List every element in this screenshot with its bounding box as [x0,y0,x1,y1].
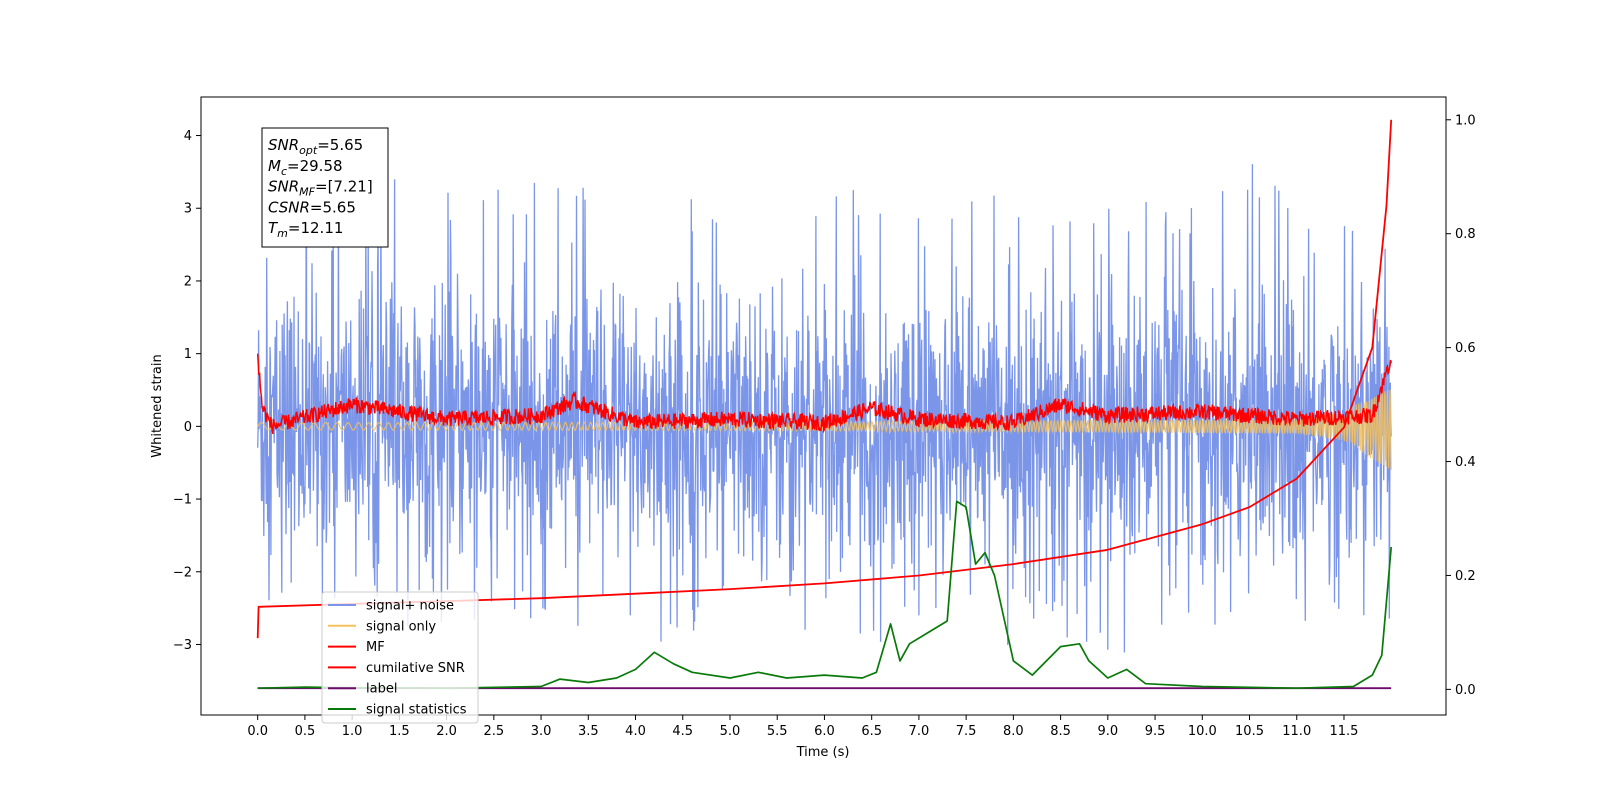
y-right-tick-label: 0.2 [1455,569,1476,584]
y-right-tick-label: 0.4 [1455,455,1476,470]
legend-entry: cumilative SNR [366,661,465,676]
x-tick-label: 3.5 [578,724,599,739]
y-right-tick-label: 0.6 [1455,341,1476,356]
y-left-tick-label: 0 [184,420,192,435]
x-tick-label: 11.5 [1330,724,1359,739]
y-right-tick-label: 0.8 [1455,227,1476,242]
x-tick-label: 9.5 [1145,724,1166,739]
annotation-line: SNRopt=5.65 [268,136,363,157]
x-tick-label: 9.0 [1097,724,1118,739]
y-axis-title: Whitened strain [150,354,165,457]
legend-frame [321,591,479,724]
x-tick-label: 0.5 [295,724,316,739]
y-axis-right: 1.0 0.8 0.6 0.4 0.2 0.0 [1446,113,1476,698]
x-tick-label: 4.0 [625,724,646,739]
stats-annotation: SNRopt=5.65Mc=29.58SNRMF=[7.21]CSNR=5.65… [261,127,389,248]
annotation-line: Mc=29.58 [268,157,343,178]
x-tick-label: 6.0 [814,724,835,739]
x-tick-label: 7.0 [909,724,930,739]
y-axis-left: 4 3 2 1 0 −1 −2 −3 [173,129,201,653]
legend: signal+ noise signal only MF cumilative SNR… [321,591,479,724]
y-left-tick-label: −2 [173,565,192,580]
x-tick-label: 8.0 [1003,724,1024,739]
legend-entry: signal+ noise [366,599,454,614]
x-tick-label: 2.5 [483,724,504,739]
x-tick-label: 8.5 [1050,724,1071,739]
annotation-line: SNRMF=[7.21] [268,178,373,199]
y-left-tick-label: 4 [184,129,192,144]
x-tick-label: 6.5 [861,724,882,739]
y-left-tick-label: 1 [184,347,192,362]
x-axis-title: Time (s) [796,745,850,760]
x-tick-label: 7.5 [956,724,977,739]
legend-entry: signal only [366,619,436,634]
legend-entry: MF [366,640,385,655]
x-tick-label: 4.5 [672,724,693,739]
series-mf [256,353,1392,435]
legend-entry: label [366,682,397,697]
y-left-tick-label: 3 [184,202,192,217]
x-tick-label: 11.0 [1282,724,1311,739]
x-tick-label: 3.0 [531,724,552,739]
x-tick-label: 5.5 [767,724,788,739]
legend-entry: signal statistics [366,703,467,718]
annotation-line: CSNR=5.65 [268,198,356,216]
x-tick-label: 10.0 [1188,724,1217,739]
series-signal-statistics [257,500,1393,690]
x-tick-label: 2.0 [436,724,457,739]
annotation-line: Tm=12.11 [268,219,343,240]
y-right-tick-label: 1.0 [1455,113,1476,128]
plot-frame [200,96,1447,716]
y-right-tick-label: 0.0 [1455,683,1476,698]
y-left-tick-label: −3 [173,638,192,653]
x-tick-label: 1.0 [342,724,363,739]
y-left-tick-label: 2 [184,274,192,289]
x-tick-label: 10.5 [1235,724,1264,739]
x-tick-label: 5.0 [720,724,741,739]
series-signal-noise [257,131,1392,653]
x-tick-label: 1.5 [389,724,410,739]
x-axis: 0.0 0.5 1.0 1.5 2.0 2.5 3.0 3.5 4.0 4.5 5.0 5.5 6.0 6… [247,715,1358,739]
y-left-tick-label: −1 [173,493,192,508]
x-tick-label: 0.0 [247,724,268,739]
annotation-frame [261,127,389,248]
